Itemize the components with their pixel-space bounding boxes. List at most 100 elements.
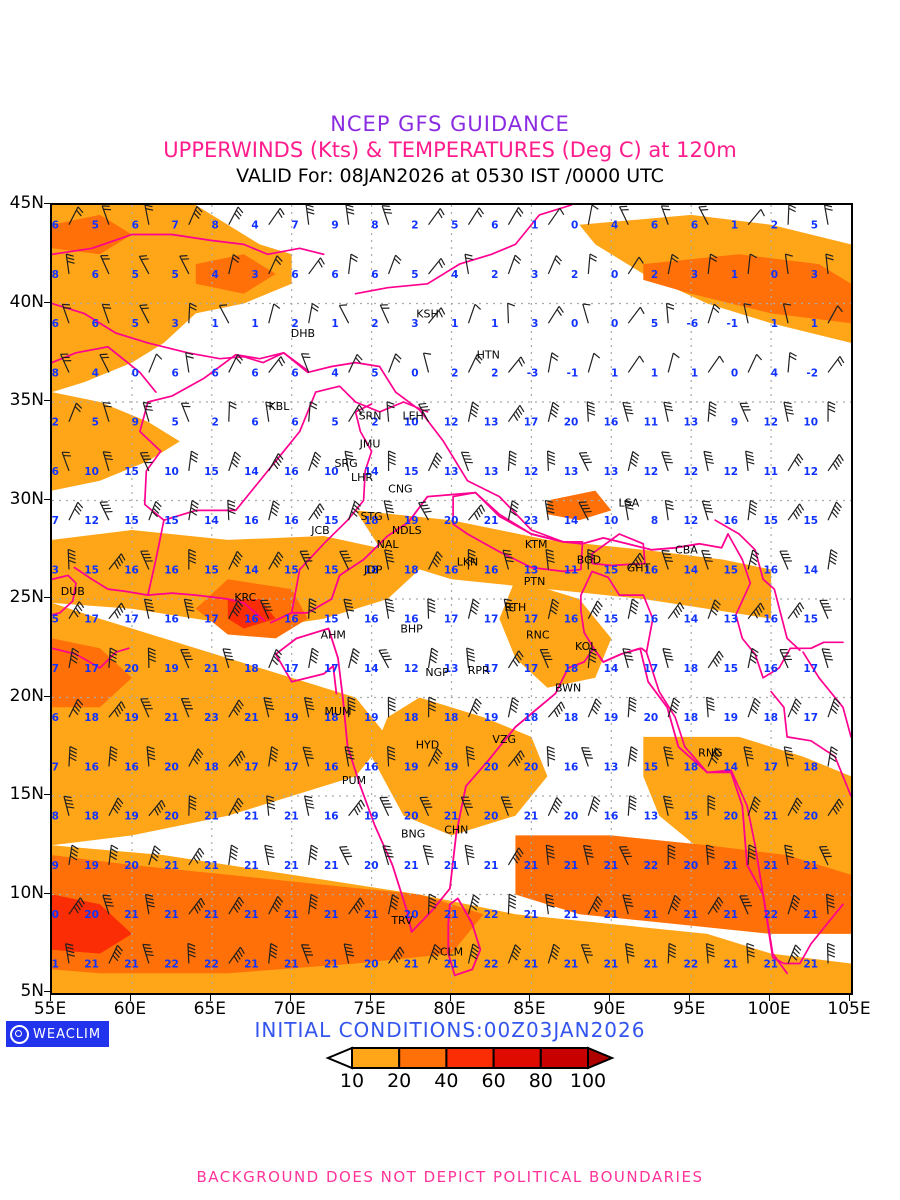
station-temperature-label: 4 — [211, 269, 218, 281]
wind-barb-feather — [346, 211, 355, 215]
wind-barb-feather — [418, 402, 427, 405]
wind-barb-feather — [595, 698, 602, 705]
station-temperature-label: 6 — [291, 417, 298, 429]
wind-barb-feather — [68, 556, 76, 560]
wind-barb-feather — [592, 704, 600, 712]
wind-barb-shaft — [664, 500, 669, 521]
wind-barb-shaft — [68, 648, 74, 669]
colorbar[interactable]: 10 20 40 60 80 100 — [320, 1046, 620, 1098]
city-label-krc: KRC — [234, 591, 256, 604]
station-temperature-label: 21 — [763, 811, 778, 823]
wind-barb-shaft — [228, 896, 240, 915]
city-label-jcb: JCB — [310, 524, 329, 537]
wind-barb-feather — [794, 459, 800, 467]
station-temperature-label: 6 — [371, 269, 378, 281]
wind-barb-feather — [385, 598, 393, 602]
wind-barb-feather — [306, 757, 314, 760]
city-label-jdp: JDP — [363, 563, 383, 576]
station-temperature-label: 21 — [564, 909, 579, 921]
wind-barb-feather — [232, 610, 239, 617]
wind-barb-shaft — [787, 797, 798, 816]
wind-barb-feather — [468, 559, 476, 564]
wind-barb-feather — [343, 598, 352, 602]
station-temperature-label: 22 — [164, 958, 179, 970]
station-temperature-label: 19 — [164, 663, 179, 675]
wind-barb-shaft — [99, 354, 110, 373]
wind-barb-feather — [825, 658, 833, 661]
wind-barb-feather — [745, 454, 754, 458]
wind-barb-feather — [352, 507, 359, 514]
wind-barb-shaft — [703, 451, 709, 472]
wind-barb-feather — [188, 548, 197, 553]
wind-barb-feather — [545, 503, 554, 507]
wind-barb-feather — [667, 844, 676, 849]
wind-barb-feather — [232, 560, 239, 568]
wind-barb-feather — [426, 855, 434, 858]
wind-barb-shaft — [427, 452, 438, 472]
wind-barb-feather — [139, 255, 148, 257]
station-temperature-label: 17 — [124, 614, 139, 626]
wind-barb-feather — [66, 253, 74, 257]
weaclim-logo-badge[interactable]: WEACLIM — [6, 1021, 110, 1047]
station-temperature-label: 21 — [724, 958, 739, 970]
station-temperature-label: 14 — [724, 761, 739, 773]
wind-barb-shaft — [65, 254, 70, 275]
wind-barb-feather — [339, 304, 348, 307]
wind-barb-feather — [309, 404, 318, 410]
wind-barb-feather — [625, 946, 634, 950]
wind-barb-feather — [518, 359, 523, 367]
x-axis-tick-label: 100E — [747, 999, 791, 1019]
wind-barb-feather — [109, 855, 117, 861]
station-temperature-label: 16 — [124, 761, 139, 773]
wind-barb-shaft — [228, 699, 240, 718]
station-temperature-label: 17 — [524, 663, 539, 675]
wind-barb-shaft — [142, 944, 150, 964]
station-temperature-label: 1 — [611, 367, 618, 379]
wind-barb-feather — [514, 656, 520, 664]
wind-barb-feather — [830, 749, 838, 755]
wind-barb-feather — [520, 356, 526, 364]
wind-barb-shaft — [587, 205, 593, 225]
wind-barb-feather — [472, 704, 480, 712]
wind-barb-shaft — [466, 647, 470, 669]
wind-shade-20kt — [515, 835, 851, 934]
station-temperature-label: 18 — [84, 811, 99, 823]
wind-barb-feather — [69, 756, 77, 762]
y-axis-tick-label: 15N — [9, 784, 44, 804]
wind-barb-feather — [512, 697, 520, 703]
wind-barb-shaft — [268, 943, 272, 964]
station-temperature-label: 21 — [204, 860, 219, 872]
wind-shade-10kt — [499, 579, 612, 688]
wind-barb-shaft — [387, 894, 394, 915]
wind-barb-feather — [266, 795, 275, 799]
wind-barb-feather — [188, 552, 197, 557]
wind-barb-feather — [351, 655, 359, 661]
wind-barb-shaft — [228, 354, 239, 373]
wind-barb-feather — [624, 901, 633, 904]
station-temperature-label: 15 — [324, 614, 339, 626]
wind-barb-feather — [831, 511, 838, 518]
wind-barb-feather — [748, 510, 757, 516]
wind-barb-feather — [665, 802, 673, 806]
wind-barb-shaft — [787, 352, 791, 373]
x-axis-tick-label: 105E — [827, 999, 871, 1019]
wind-barb-shaft — [707, 303, 715, 324]
station-temperature-label: 21 — [404, 958, 419, 970]
city-label-rnc: RNC — [526, 628, 550, 641]
station-temperature-label: 18 — [684, 712, 699, 724]
wind-barb-shaft — [68, 897, 81, 915]
title-valid-time: VALID For: 08JAN2026 at 0530 IST /0000 U… — [236, 165, 664, 187]
x-axis-tick — [529, 994, 531, 1001]
colorbar-segment — [398, 1047, 448, 1069]
city-label-lkn: LKN — [457, 556, 479, 569]
y-axis-tick-label: 35N — [9, 390, 44, 410]
wind-barb-feather — [511, 954, 518, 961]
title-block: NCEP GFS GUIDANCE UPPERWINDS (Kts) & TEM… — [0, 112, 900, 189]
wind-barb-shaft — [68, 601, 80, 620]
wind-barb-feather — [109, 756, 117, 762]
wind-barb-feather — [513, 413, 519, 421]
wind-barb-shaft — [661, 451, 669, 472]
wind-barb-feather — [663, 553, 671, 556]
wind-barb-shaft — [222, 648, 230, 669]
